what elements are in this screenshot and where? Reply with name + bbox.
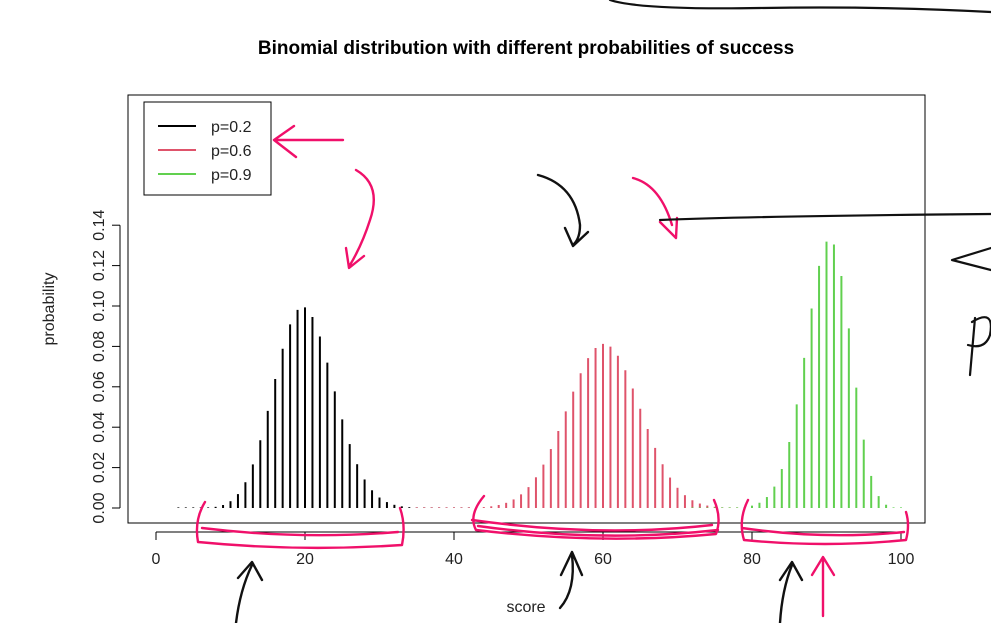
x-tick-label: 60 <box>594 551 612 568</box>
legend: p=0.2 p=0.6 p=0.9 <box>143 101 272 196</box>
ink-bracket-p09 <box>740 498 910 546</box>
ink-arrow-right-edge <box>950 246 991 272</box>
ink-curved-arrow-p06-pink <box>631 176 679 240</box>
handwritten-annotations <box>195 0 991 623</box>
plot-frame <box>127 94 926 524</box>
chart-title: Binomial distribution with different pro… <box>258 38 794 59</box>
ink-up-arrow-3 <box>778 560 804 623</box>
y-tick-label: 0.12 <box>91 250 108 281</box>
ink-top-curve <box>608 0 991 14</box>
ink-bracket-p02 <box>195 500 405 550</box>
ink-line-right <box>658 212 991 222</box>
y-tick-label: 0.14 <box>91 210 108 241</box>
x-tick-label: 80 <box>743 551 761 568</box>
y-tick-label: 0.10 <box>91 290 108 321</box>
ink-up-arrow-2 <box>558 550 584 610</box>
x-tick-label: 20 <box>296 551 314 568</box>
y-axis: 0.00 0.02 0.04 0.06 0.08 0.10 0.12 0.14 <box>91 210 121 524</box>
bars-group <box>177 241 902 508</box>
x-tick-label: 0 <box>152 551 161 568</box>
y-tick-label: 0.06 <box>91 371 108 402</box>
ink-bracket-p06 <box>470 494 720 540</box>
x-axis: 0 20 40 60 80 100 <box>152 531 915 568</box>
ink-arrow-legend <box>272 124 345 159</box>
legend-label-p09: p=0.9 <box>211 167 252 184</box>
x-tick-label: 40 <box>445 551 463 568</box>
legend-label-p02: p=0.2 <box>211 119 252 136</box>
y-tick-label: 0.04 <box>91 412 108 443</box>
ink-up-arrow-1 <box>234 560 264 623</box>
legend-box <box>143 101 272 196</box>
y-tick-label: 0.00 <box>91 492 108 523</box>
x-axis-label: score <box>506 599 545 616</box>
x-tick-label: 100 <box>888 551 915 568</box>
y-tick-label: 0.02 <box>91 452 108 483</box>
ink-up-arrow-pink <box>810 555 836 618</box>
legend-label-p06: p=0.6 <box>211 143 252 160</box>
y-axis-label: probability <box>41 273 58 346</box>
y-tick-label: 0.08 <box>91 331 108 362</box>
ink-letter-p <box>966 316 991 377</box>
ink-curved-arrow-p06-black <box>536 173 590 248</box>
ink-curved-arrow-p02 <box>344 168 375 270</box>
